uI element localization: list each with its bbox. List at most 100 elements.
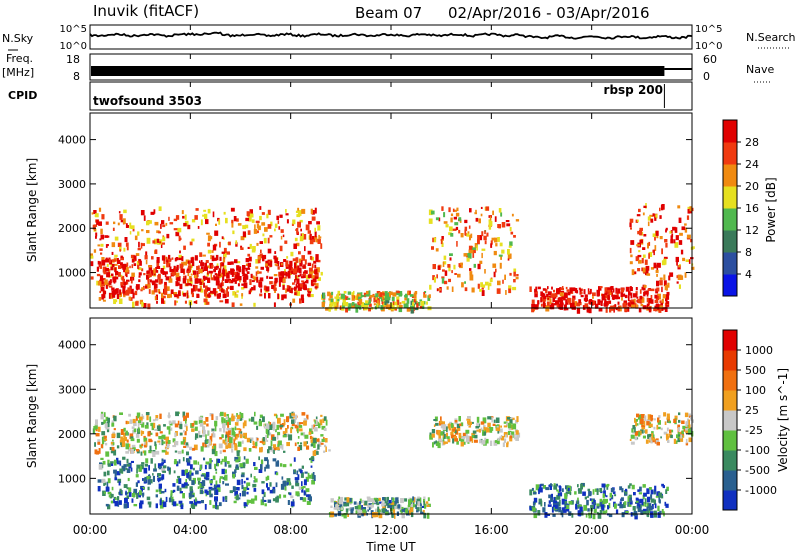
echo-cell <box>675 235 679 241</box>
echo-cell <box>567 485 571 490</box>
colorbar-swatch <box>723 252 737 275</box>
echo-cell <box>328 306 331 312</box>
echo-cell <box>685 259 690 262</box>
echo-cell <box>174 432 177 438</box>
echo-cell <box>566 308 569 311</box>
echo-cell <box>625 511 629 513</box>
echo-cell <box>663 280 667 287</box>
echo-cell <box>653 308 658 312</box>
echo-cell <box>286 433 290 438</box>
echo-cell <box>176 294 180 299</box>
echo-cell <box>193 444 198 451</box>
echo-cell <box>468 245 473 250</box>
echo-cell <box>204 477 209 480</box>
echo-cell <box>146 230 150 234</box>
echo-cell <box>104 482 107 485</box>
echo-cell <box>131 444 136 449</box>
echo-cell <box>175 215 180 220</box>
echo-cell <box>272 458 277 462</box>
echo-cell <box>185 444 190 448</box>
echo-cell <box>281 263 283 266</box>
echo-cell <box>232 432 236 437</box>
echo-cell <box>189 470 192 475</box>
echo-cell <box>433 419 437 421</box>
echo-cell <box>320 414 323 417</box>
echo-cell <box>125 420 128 425</box>
echo-cell <box>145 260 148 265</box>
echo-cell <box>136 449 140 452</box>
echo-cell <box>203 421 206 425</box>
echo-cell <box>355 508 360 513</box>
echo-cell <box>136 464 140 469</box>
echo-cell <box>257 225 261 231</box>
echo-cell <box>579 506 583 512</box>
echo-cell <box>390 502 395 505</box>
echo-cell <box>253 462 256 467</box>
echo-cell <box>277 431 281 436</box>
echo-cell <box>147 479 151 485</box>
echo-cell <box>111 433 116 438</box>
echo-cell <box>194 257 197 261</box>
echo-cell <box>100 413 104 420</box>
echo-cell <box>268 260 272 265</box>
echo-cell <box>262 254 267 260</box>
echo-cell <box>252 275 255 280</box>
echo-cell <box>325 307 329 311</box>
echo-cell <box>420 506 422 513</box>
echo-cell <box>235 242 238 247</box>
echo-cell <box>504 274 506 280</box>
echo-cell <box>643 420 646 426</box>
echo-cell <box>285 428 288 433</box>
echo-cell <box>283 294 287 299</box>
echo-cell <box>547 504 552 507</box>
echo-cell <box>151 290 155 295</box>
echo-cell <box>174 459 177 465</box>
echo-cell <box>260 459 264 465</box>
echo-cell <box>241 440 244 444</box>
echo-cell <box>100 411 104 414</box>
echo-cell <box>165 286 170 291</box>
echo-cell <box>297 269 299 273</box>
echo-cell <box>485 206 490 211</box>
echo-cell <box>490 440 493 446</box>
echo-cell <box>564 493 568 500</box>
echo-cell <box>222 267 225 274</box>
echo-cell <box>132 292 135 299</box>
echo-cell <box>578 287 581 290</box>
echo-cell <box>577 484 579 488</box>
echo-cell <box>282 431 287 435</box>
echo-cell <box>231 222 234 228</box>
echo-cell <box>663 256 668 259</box>
echo-cell <box>285 288 287 294</box>
echo-cell <box>287 500 290 505</box>
echo-cell <box>195 433 199 439</box>
echo-cell <box>138 275 141 278</box>
echo-cell <box>227 421 230 428</box>
echo-cell <box>665 227 668 231</box>
echo-cell <box>125 430 128 436</box>
echo-cell <box>294 424 299 429</box>
echo-cell <box>510 424 514 430</box>
echo-cell <box>454 427 457 430</box>
echo-cell <box>160 223 162 229</box>
echo-cell <box>224 474 228 481</box>
echo-cell <box>677 432 680 435</box>
echo-cell <box>297 283 301 289</box>
echo-cell <box>639 230 643 236</box>
echo-cell <box>478 428 481 433</box>
echo-cell <box>130 254 135 259</box>
echo-cell <box>290 501 295 507</box>
echo-cell <box>257 270 259 275</box>
echo-cell <box>531 487 534 491</box>
echo-cell <box>249 279 252 285</box>
echo-cell <box>469 271 473 276</box>
echo-cell <box>356 294 360 301</box>
echo-cell <box>375 297 378 300</box>
echo-cell <box>110 263 113 267</box>
echo-cell <box>294 237 298 242</box>
echo-cell <box>234 422 239 426</box>
echo-cell <box>559 304 563 310</box>
echo-cell <box>313 424 316 430</box>
echo-cell <box>282 234 285 238</box>
echo-cell <box>131 264 134 269</box>
